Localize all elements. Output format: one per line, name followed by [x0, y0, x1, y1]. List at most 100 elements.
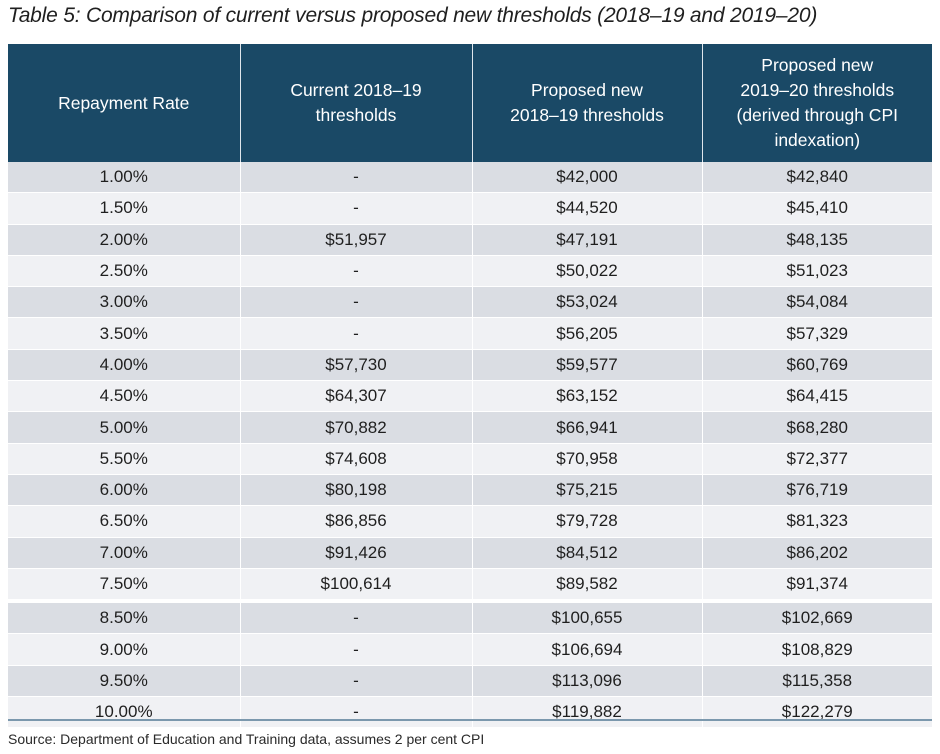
header-line: (derived through CPI [736, 105, 898, 125]
cell-proposed-2019-20: $91,374 [702, 568, 932, 602]
cell-proposed-2019-20: $81,323 [702, 505, 932, 538]
cell-current-threshold: - [240, 599, 473, 635]
cell-proposed-2018-19: $44,520 [472, 192, 703, 225]
cell-proposed-2018-19: $113,096 [472, 665, 703, 698]
cell-proposed-2019-20: $64,415 [702, 380, 932, 413]
header-line: 2018–19 thresholds [510, 105, 664, 125]
cell-proposed-2019-20: $72,377 [702, 443, 932, 475]
cell-proposed-2019-20: $51,023 [702, 255, 932, 288]
table-row: 6.00% $80,198 $75,215 $76,719 [8, 474, 932, 507]
cell-repayment-rate: 5.50% [8, 443, 241, 475]
table-row: 2.00% $51,957 $47,191 $48,135 [8, 224, 932, 256]
table-row: 4.00% $57,730 $59,577 $60,769 [8, 349, 932, 382]
header-line: indexation) [774, 130, 861, 150]
cell-repayment-rate: 10.00% [8, 696, 241, 729]
table-row: 9.00% - $106,694 $108,829 [8, 633, 932, 666]
table-row: 8.50% - $100,655 $102,669 [8, 599, 932, 635]
cell-proposed-2019-20: $122,279 [702, 696, 932, 729]
cell-repayment-rate: 4.00% [8, 349, 241, 382]
header-line: Repayment Rate [58, 92, 190, 113]
cell-current-threshold: $70,882 [240, 411, 473, 444]
cell-proposed-2019-20: $45,410 [702, 192, 932, 225]
cell-proposed-2018-19: $50,022 [472, 255, 703, 288]
table-row: 5.50% $74,608 $70,958 $72,377 [8, 443, 932, 475]
cell-proposed-2018-19: $79,728 [472, 505, 703, 538]
cell-repayment-rate: 5.00% [8, 411, 241, 444]
table-row: 3.00% - $53,024 $54,084 [8, 286, 932, 319]
cell-proposed-2019-20: $102,669 [702, 599, 932, 635]
cell-repayment-rate: 7.50% [8, 568, 241, 602]
cell-current-threshold: $100,614 [240, 568, 473, 602]
cell-current-threshold: $80,198 [240, 474, 473, 507]
cell-current-threshold: $74,608 [240, 443, 473, 475]
cell-repayment-rate: 6.00% [8, 474, 241, 507]
cell-repayment-rate: 9.50% [8, 665, 241, 698]
cell-current-threshold: $51,957 [240, 224, 473, 256]
cell-proposed-2019-20: $108,829 [702, 633, 932, 666]
cell-proposed-2018-19: $75,215 [472, 474, 703, 507]
cell-current-threshold: - [240, 255, 473, 288]
table-row: 10.00% - $119,882 $122,279 [8, 696, 932, 729]
table-header-row: Repayment Rate Current 2018–19 threshold… [8, 44, 932, 162]
cell-repayment-rate: 7.00% [8, 537, 241, 569]
cell-repayment-rate: 2.50% [8, 255, 241, 288]
cell-repayment-rate: 9.00% [8, 633, 241, 666]
cell-current-threshold: - [240, 696, 473, 729]
cell-current-threshold: - [240, 162, 473, 194]
table-row: 3.50% - $56,205 $57,329 [8, 317, 932, 350]
header-proposed-2018-19: Proposed new 2018–19 thresholds [472, 44, 703, 162]
cell-current-threshold: - [240, 286, 473, 319]
table-row: 6.50% $86,856 $79,728 $81,323 [8, 505, 932, 538]
cell-proposed-2018-19: $100,655 [472, 599, 703, 635]
cell-proposed-2018-19: $47,191 [472, 224, 703, 256]
cell-repayment-rate: 1.00% [8, 162, 241, 194]
cell-proposed-2018-19: $106,694 [472, 633, 703, 666]
cell-current-threshold: $91,426 [240, 537, 473, 569]
cell-repayment-rate: 8.50% [8, 599, 241, 635]
cell-proposed-2018-19: $63,152 [472, 380, 703, 413]
table-row: 5.00% $70,882 $66,941 $68,280 [8, 411, 932, 444]
cell-proposed-2018-19: $56,205 [472, 317, 703, 350]
cell-repayment-rate: 3.00% [8, 286, 241, 319]
cell-repayment-rate: 1.50% [8, 192, 241, 225]
cell-proposed-2018-19: $53,024 [472, 286, 703, 319]
cell-proposed-2018-19: $66,941 [472, 411, 703, 444]
cell-proposed-2019-20: $76,719 [702, 474, 932, 507]
cell-proposed-2019-20: $115,358 [702, 665, 932, 698]
cell-current-threshold: $57,730 [240, 349, 473, 382]
table-row: 1.50% - $44,520 $45,410 [8, 192, 932, 225]
cell-proposed-2018-19: $59,577 [472, 349, 703, 382]
header-repayment-rate: Repayment Rate [8, 44, 241, 162]
table-row: 1.00% - $42,000 $42,840 [8, 162, 932, 194]
cell-current-threshold: $64,307 [240, 380, 473, 413]
header-line: 2019–20 thresholds [740, 80, 895, 100]
table-row: 7.00% $91,426 $84,512 $86,202 [8, 537, 932, 569]
header-line: Proposed new [761, 55, 874, 75]
header-proposed-2019-20: Proposed new 2019–20 thresholds (derived… [702, 44, 932, 162]
cell-proposed-2018-19: $84,512 [472, 537, 703, 569]
table-row: 4.50% $64,307 $63,152 $64,415 [8, 380, 932, 413]
cell-current-threshold: - [240, 633, 473, 666]
cell-current-threshold: $86,856 [240, 505, 473, 538]
table-row: 9.50% - $113,096 $115,358 [8, 665, 932, 698]
cell-current-threshold: - [240, 317, 473, 350]
table-bottom-rule [8, 719, 932, 721]
cell-proposed-2019-20: $48,135 [702, 224, 932, 256]
cell-proposed-2018-19: $70,958 [472, 443, 703, 475]
cell-current-threshold: - [240, 192, 473, 225]
header-line: Proposed new [531, 80, 643, 100]
thresholds-table: Repayment Rate Current 2018–19 threshold… [8, 44, 932, 729]
cell-proposed-2018-19: $119,882 [472, 696, 703, 729]
table-body: 1.00% - $42,000 $42,840 1.50% - $44,520 $45,410… [8, 162, 932, 729]
table-row: 7.50% $100,614 $89,582 $91,374 [8, 568, 932, 602]
header-line: thresholds [315, 105, 397, 125]
header-line: Current 2018–19 [290, 80, 422, 100]
cell-current-threshold: - [240, 665, 473, 698]
cell-proposed-2019-20: $60,769 [702, 349, 932, 382]
cell-repayment-rate: 6.50% [8, 505, 241, 538]
cell-repayment-rate: 4.50% [8, 380, 241, 413]
cell-proposed-2019-20: $42,840 [702, 162, 932, 194]
cell-repayment-rate: 3.50% [8, 317, 241, 350]
cell-proposed-2018-19: $89,582 [472, 568, 703, 602]
cell-proposed-2018-19: $42,000 [472, 162, 703, 194]
